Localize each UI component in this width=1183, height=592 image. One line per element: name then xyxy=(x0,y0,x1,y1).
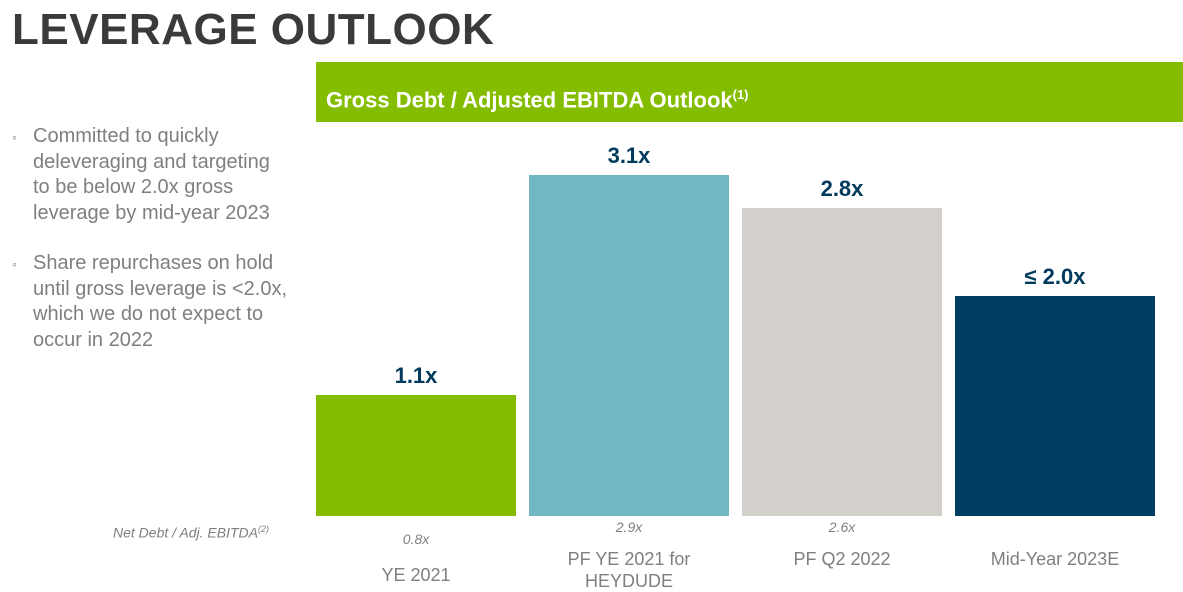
bullet-text: Share repurchases on hold until gross le… xyxy=(33,252,288,351)
category-label: YE 2021 xyxy=(381,565,451,585)
bar-value-label: ≤ 2.0x xyxy=(1024,264,1086,289)
secondary-series-name: Net Debt / Adj. EBITDA xyxy=(113,524,258,541)
bar xyxy=(742,208,942,516)
chart-header: Gross Debt / Adjusted EBITDA Outlook(1) xyxy=(316,62,1183,122)
bar-value-label: 3.1x xyxy=(607,143,651,168)
secondary-value-label: 0.8x xyxy=(402,531,430,547)
bullet-item: ◦ Committed to quickly deleveraging and … xyxy=(12,124,292,226)
chart-title-text: Gross Debt / Adjusted EBITDA Outlook xyxy=(326,87,733,113)
bar xyxy=(955,296,1155,516)
chart-title: Gross Debt / Adjusted EBITDA Outlook(1) xyxy=(326,87,749,113)
bar-value-label: 1.1x xyxy=(394,363,438,388)
bullet-item: ◦ Share repurchases on hold until gross … xyxy=(12,251,292,353)
category-label: PF Q2 2022 xyxy=(793,549,891,569)
bar xyxy=(316,395,516,516)
secondary-series-footnote: (2) xyxy=(257,524,269,534)
secondary-value-label: 2.6x xyxy=(828,519,856,535)
bullet-marker: ◦ xyxy=(12,129,17,145)
category-label: Mid-Year 2023E xyxy=(990,549,1120,569)
bullet-text: Committed to quickly deleveraging and ta… xyxy=(33,125,270,224)
bar-value-label: 2.8x xyxy=(820,176,864,201)
secondary-series-label: Net Debt / Adj. EBITDA(2) xyxy=(113,524,269,541)
bullet-list: ◦ Committed to quickly deleveraging and … xyxy=(12,124,292,378)
page-title: LEVERAGE OUTLOOK xyxy=(12,5,495,54)
bar xyxy=(529,175,729,516)
category-label: PF YE 2021 for HEYDUDE xyxy=(567,549,691,591)
secondary-value-label: 2.9x xyxy=(615,519,643,535)
bullet-marker: ◦ xyxy=(12,256,17,272)
chart-title-footnote: (1) xyxy=(732,87,749,102)
